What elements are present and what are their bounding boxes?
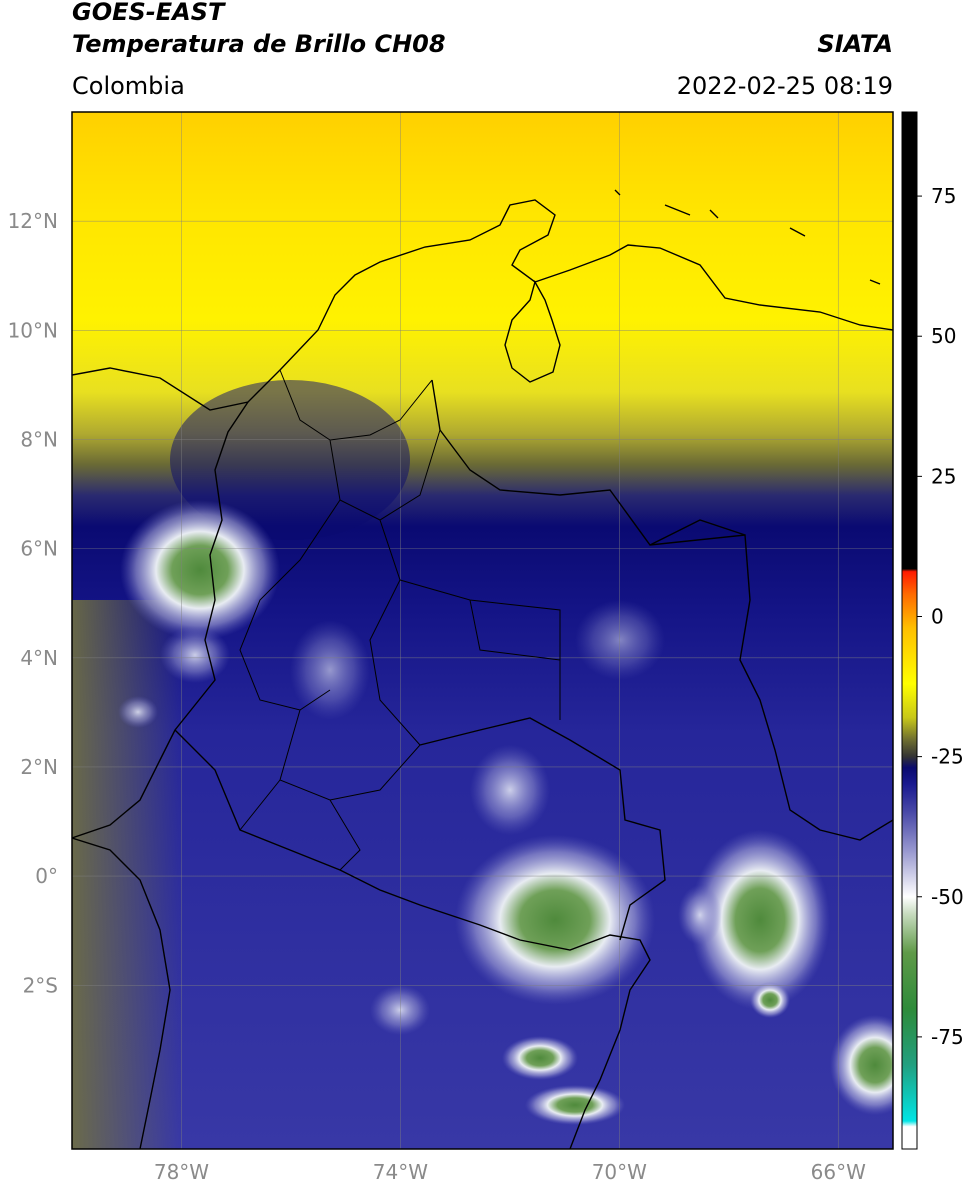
lon-tick-label: 66°W — [811, 1160, 866, 1184]
colorbar-tick-label: 75 — [931, 184, 956, 208]
border-colombia-brazil — [419, 717, 666, 941]
cloud-system — [455, 835, 655, 1005]
cloud-system — [170, 380, 410, 540]
lon-tick-label: 70°W — [592, 1160, 647, 1184]
colorbar-tick-label: -75 — [931, 1025, 964, 1049]
lat-tick-label: 4°N — [20, 646, 58, 670]
graticule — [72, 112, 893, 1149]
map-frame — [71, 111, 894, 1150]
lat-tick-label: 2°S — [23, 973, 58, 997]
colorbar-tick-label: -25 — [931, 745, 964, 769]
satellite-title: GOES-EAST — [72, 0, 225, 26]
lon-axis: 78°W 74°W 70°W 66°W — [154, 1160, 866, 1184]
lat-tick-label: 0° — [35, 864, 58, 888]
region-label: Colombia — [72, 72, 185, 100]
colorbar-tick-label: -50 — [931, 885, 964, 909]
colorbar-frame — [901, 111, 918, 1150]
lat-tick-label: 12°N — [8, 209, 58, 233]
cloud-system — [370, 985, 430, 1035]
lake-maracaibo — [504, 280, 561, 383]
department-boundaries — [239, 369, 561, 871]
pacific-band — [72, 600, 182, 1149]
cloud-system — [830, 1015, 893, 1115]
border-colombia-venezuela — [431, 379, 893, 841]
coastline-caribbean — [72, 199, 893, 411]
border-colombia-ecuador-peru — [174, 729, 651, 1149]
lat-tick-label: 10°N — [8, 318, 58, 342]
map-panel: 12°N 10°N 8°N 6°N 4°N 2°N 0° 2°S 78°W 74°W 70°W 66… — [8, 111, 894, 1184]
lat-axis: 12°N 10°N 8°N 6°N 4°N 2°N 0° 2°S — [8, 209, 58, 997]
cloud-system — [118, 696, 158, 728]
coastline-pacific — [72, 401, 249, 839]
lat-tick-label: 6°N — [20, 537, 58, 561]
timestamp-label: 2022-02-25 08:19 — [676, 72, 893, 100]
colorbar-ticks: 75 50 25 0 -25 -50 -75 — [917, 184, 964, 1049]
cloud-system — [160, 627, 230, 683]
boundaries — [72, 189, 893, 1149]
cloud-system — [470, 745, 550, 835]
aruba-curacao — [614, 189, 881, 285]
lon-tick-label: 78°W — [154, 1160, 209, 1184]
cloud-system — [502, 1036, 578, 1080]
lat-tick-label: 2°N — [20, 755, 58, 779]
cloud-system — [525, 1085, 625, 1125]
brand-label: SIATA — [817, 30, 893, 58]
cloud-system — [678, 885, 722, 945]
product-title: Temperatura de Brillo CH08 — [72, 30, 446, 58]
cloud-system — [290, 620, 370, 720]
lon-tick-label: 74°W — [373, 1160, 428, 1184]
cloud-system — [750, 982, 790, 1018]
colorbar-tick-label: 50 — [931, 324, 956, 348]
cloud-system — [690, 830, 830, 1010]
lat-tick-label: 8°N — [20, 427, 58, 451]
coastline-ecuador — [72, 837, 171, 1149]
border-venezuela-brazil — [649, 519, 746, 546]
cloud-system — [575, 600, 665, 680]
colorbar-scale — [902, 112, 917, 1149]
colorbar-tick-label: 0 — [931, 604, 944, 628]
cloud-features — [72, 380, 893, 1149]
colorbar-tick-label: 25 — [931, 464, 956, 488]
cloud-system — [120, 500, 280, 640]
colorbar: 75 50 25 0 -25 -50 -75 — [901, 111, 964, 1150]
